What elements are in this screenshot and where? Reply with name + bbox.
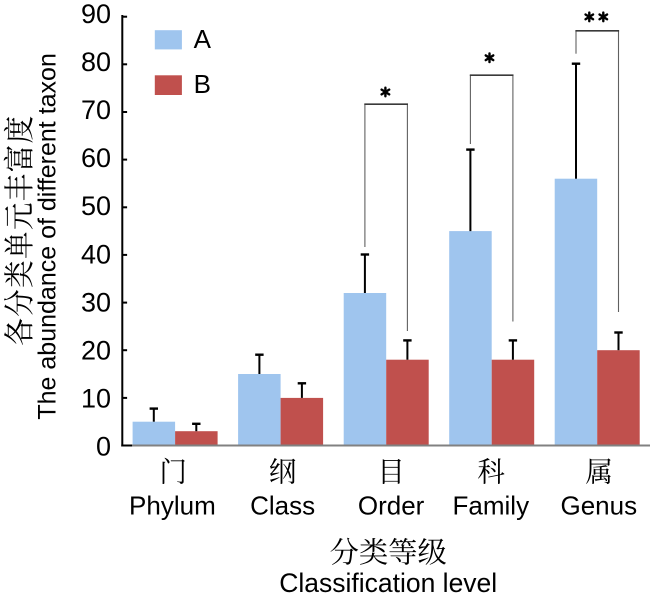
svg-text:Genus: Genus: [560, 491, 637, 521]
svg-text:20: 20: [81, 335, 111, 365]
svg-text:30: 30: [81, 287, 111, 317]
svg-text:90: 90: [81, 0, 111, 29]
svg-text:40: 40: [81, 239, 111, 269]
svg-text:10: 10: [81, 383, 111, 413]
svg-text:0: 0: [96, 431, 111, 461]
svg-text:Phylum: Phylum: [129, 491, 216, 521]
svg-text:Family: Family: [453, 491, 530, 521]
svg-text:Class: Class: [250, 491, 315, 521]
svg-text:Classification level: Classification level: [279, 568, 497, 598]
svg-text:A: A: [194, 24, 212, 54]
svg-text:70: 70: [81, 95, 111, 125]
svg-text:50: 50: [81, 191, 111, 221]
svg-text:B: B: [194, 69, 211, 99]
svg-text:60: 60: [81, 143, 111, 173]
svg-text:80: 80: [81, 47, 111, 77]
svg-text:Order: Order: [358, 491, 425, 521]
svg-text:The abundance of different tax: The abundance of different taxon: [33, 53, 61, 419]
